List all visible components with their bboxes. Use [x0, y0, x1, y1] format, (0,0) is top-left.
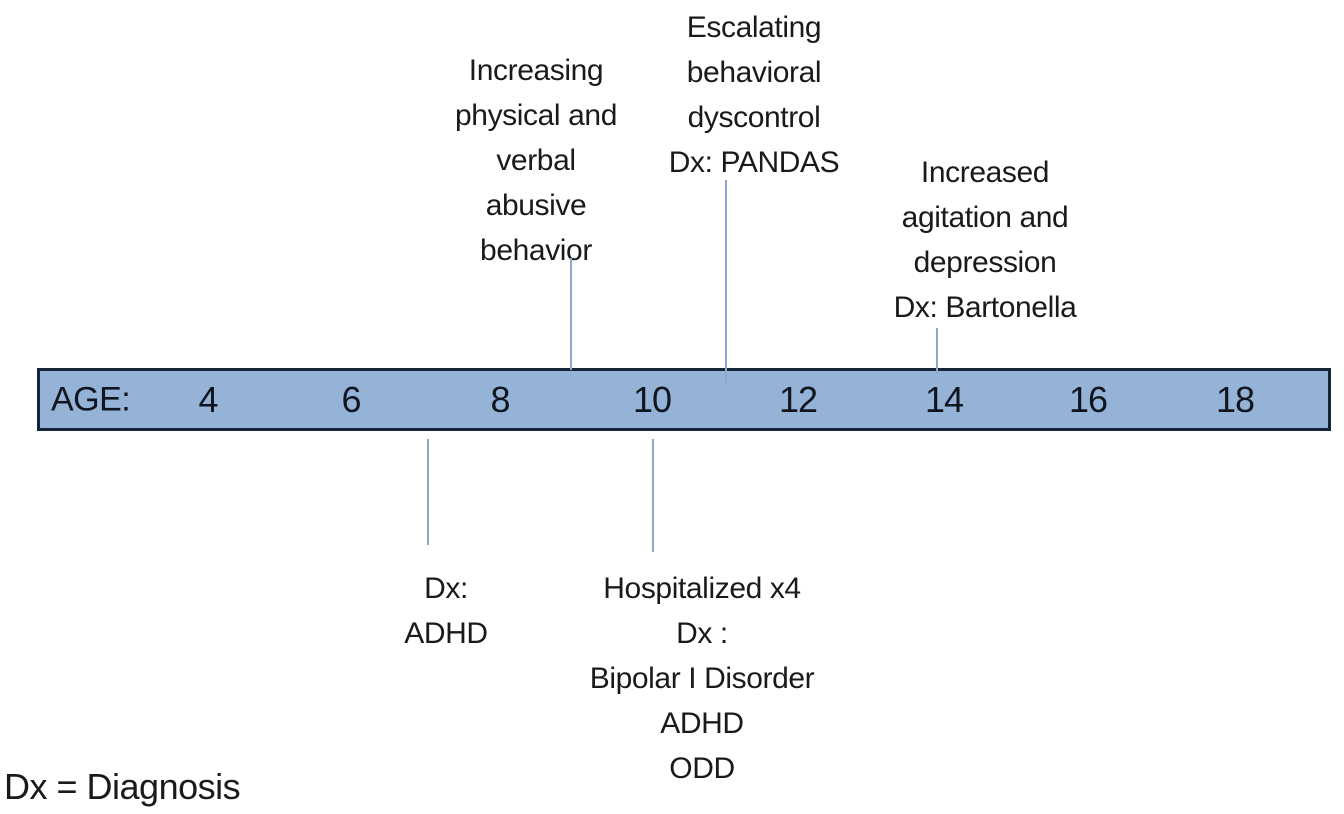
event-text-line: agitation and: [901, 201, 1069, 234]
connector-adhd: [427, 439, 429, 545]
event-text-line: verbal: [496, 144, 576, 177]
age-tick-12: 12: [778, 378, 818, 420]
age-timeline-bar: AGE: 4 6 8 10 12 14 16 18: [37, 368, 1331, 431]
connector-bartonella: [936, 328, 938, 374]
event-text-line: Dx: Bartonella: [893, 291, 1077, 324]
event-abusive-behavior: Increasing physical and verbal abusive b…: [455, 48, 617, 273]
connector-abusive-behavior: [570, 258, 572, 370]
event-text-line: ADHD: [404, 617, 488, 650]
age-tick-14: 14: [924, 378, 964, 420]
age-tick-4: 4: [198, 378, 218, 420]
event-text-line: dyscontrol: [687, 101, 821, 134]
event-hospitalized: Hospitalized x4 Dx : Bipolar I Disorder …: [590, 566, 815, 791]
event-text-line: Dx:: [424, 572, 468, 605]
event-text-line: ODD: [669, 752, 735, 785]
age-tick-10: 10: [632, 378, 672, 420]
age-tick-8: 8: [490, 378, 510, 420]
event-text-line: Escalating: [686, 11, 822, 44]
age-label: AGE:: [51, 380, 131, 418]
event-text-line: depression: [913, 246, 1057, 279]
event-text-line: abusive: [485, 189, 587, 222]
age-tick-16: 16: [1068, 378, 1108, 420]
age-tick-6: 6: [341, 378, 361, 420]
event-adhd: Dx: ADHD: [404, 566, 488, 656]
event-text-line: ADHD: [660, 707, 744, 740]
connector-hospitalized: [652, 439, 654, 552]
age-tick-18: 18: [1215, 378, 1255, 420]
event-text-line: Increased: [920, 156, 1050, 189]
event-text-line: behavioral: [686, 56, 822, 89]
event-bartonella: Increased agitation and depression Dx: B…: [894, 150, 1077, 330]
event-text-line: Hospitalized x4: [603, 572, 801, 605]
event-text-line: Dx :: [676, 617, 728, 650]
event-text-line: Dx: PANDAS: [668, 146, 840, 179]
connector-pandas: [725, 180, 727, 385]
event-text-line: physical and: [455, 99, 617, 132]
event-pandas: Escalating behavioral dyscontrol Dx: PAN…: [668, 5, 840, 185]
legend-dx-note: Dx = Diagnosis: [4, 766, 241, 807]
event-text-line: Increasing: [468, 54, 604, 87]
event-text-line: behavior: [480, 234, 592, 267]
event-text-line: Bipolar I Disorder: [589, 662, 815, 695]
